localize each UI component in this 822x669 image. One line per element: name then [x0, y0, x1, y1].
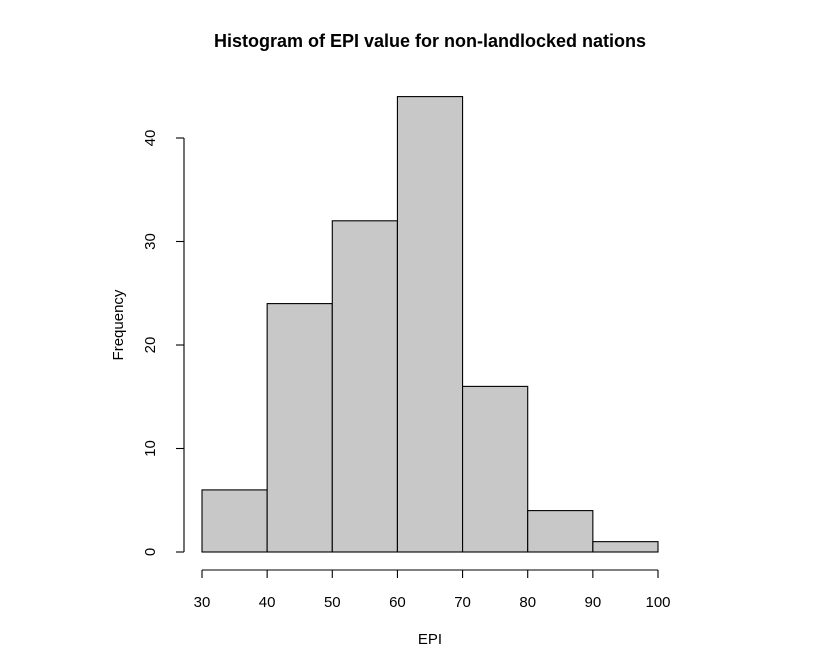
- x-tick-label-50: 50: [324, 594, 341, 611]
- histogram-bar-60-70: [396, 96, 464, 553]
- y-tick-label-10: 10: [142, 440, 159, 457]
- x-tick-label-30: 30: [194, 594, 211, 611]
- histogram-bar-80-90: [527, 510, 594, 553]
- x-tick-label-70: 70: [454, 594, 471, 611]
- histogram-bar-90-100: [592, 541, 659, 553]
- x-tick-label-40: 40: [259, 594, 276, 611]
- bars-group: [201, 96, 659, 553]
- histogram-bar-40-50: [266, 303, 333, 553]
- x-tick-label-80: 80: [519, 594, 536, 611]
- x-axis: 30 40 50 60 70 80 90 100: [194, 569, 671, 611]
- y-tick-label-0: 0: [142, 548, 159, 556]
- y-tick-label-40: 40: [142, 130, 159, 147]
- x-tick-label-90: 90: [585, 594, 602, 611]
- x-axis-label: EPI: [418, 631, 442, 648]
- y-tick-label-20: 20: [142, 337, 159, 354]
- chart-title: Histogram of EPI value for non-landlocke…: [214, 31, 646, 51]
- x-tick-label-60: 60: [389, 594, 406, 611]
- histogram-bar-70-80: [462, 385, 529, 553]
- y-tick-label-30: 30: [142, 233, 159, 250]
- y-axis: 0 10 20 30 40: [142, 130, 185, 556]
- x-tick-label-100: 100: [645, 594, 670, 611]
- y-axis-label: Frequency: [110, 289, 127, 360]
- histogram-bar-30-40: [201, 489, 268, 553]
- histogram-bar-50-60: [331, 220, 398, 553]
